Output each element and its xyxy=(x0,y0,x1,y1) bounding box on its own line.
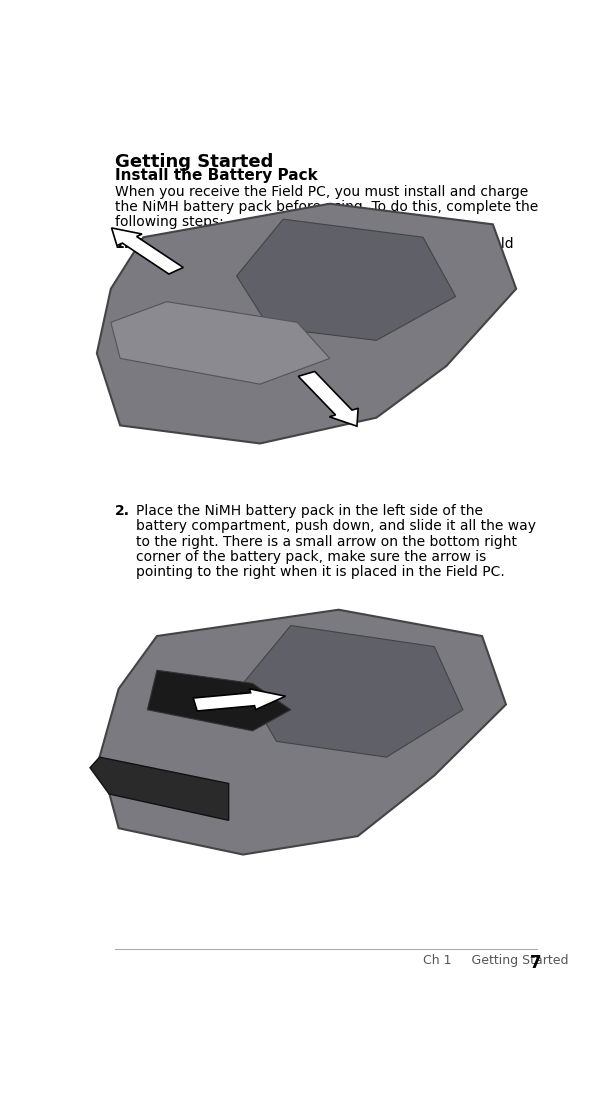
Text: PC to open the battery compartment door.: PC to open the battery compartment door. xyxy=(136,252,432,267)
Text: Install the Battery Pack: Install the Battery Pack xyxy=(115,168,318,183)
Text: 7: 7 xyxy=(530,953,542,972)
Text: corner of the battery pack, make sure the arrow is: corner of the battery pack, make sure th… xyxy=(136,550,486,564)
Text: the NiMH battery pack before using. To do this, complete the: the NiMH battery pack before using. To d… xyxy=(115,200,538,214)
FancyArrow shape xyxy=(299,372,358,426)
Text: to the right. There is a small arrow on the bottom right: to the right. There is a small arrow on … xyxy=(136,534,517,548)
Text: Getting Started: Getting Started xyxy=(115,152,273,171)
Text: Ch 1     Getting Started: Ch 1 Getting Started xyxy=(424,953,569,966)
FancyArrow shape xyxy=(193,689,286,711)
Polygon shape xyxy=(99,610,506,855)
Text: 1.: 1. xyxy=(115,237,129,251)
Text: Place the NiMH battery pack in the left side of the: Place the NiMH battery pack in the left … xyxy=(136,505,483,518)
Polygon shape xyxy=(90,757,229,821)
Polygon shape xyxy=(97,204,516,443)
Text: following steps:: following steps: xyxy=(115,215,223,229)
Text: Push up on the sliding latches on the sides of the Field: Push up on the sliding latches on the si… xyxy=(136,237,514,251)
Text: 2.: 2. xyxy=(115,505,129,518)
Polygon shape xyxy=(147,670,291,731)
Polygon shape xyxy=(237,219,455,340)
Text: pointing to the right when it is placed in the Field PC.: pointing to the right when it is placed … xyxy=(136,565,504,579)
FancyArrow shape xyxy=(112,228,183,274)
Polygon shape xyxy=(111,302,330,384)
Text: When you receive the Field PC, you must install and charge: When you receive the Field PC, you must … xyxy=(115,185,528,199)
Text: battery compartment, push down, and slide it all the way: battery compartment, push down, and slid… xyxy=(136,519,536,533)
Polygon shape xyxy=(243,625,463,757)
